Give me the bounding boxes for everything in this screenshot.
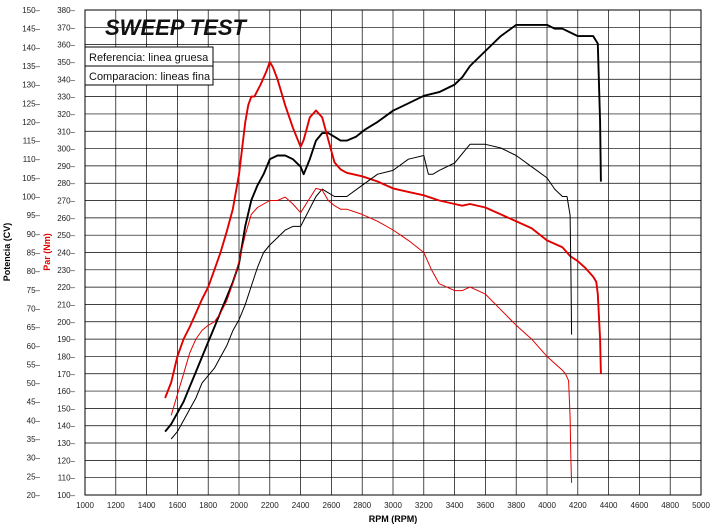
series-lines (164, 23, 602, 483)
x-tick-label: 2600 (323, 501, 341, 510)
y-tick-label-power: 65– (27, 323, 41, 332)
y-tick-label-torque: 300– (57, 145, 75, 154)
y-tick-label-power: 70– (27, 304, 41, 313)
y-tick-label-torque: 360– (57, 41, 75, 50)
y-tick-label-torque: 280– (57, 179, 75, 188)
y-tick-label-power: 45– (27, 398, 41, 407)
y-tick-label-torque: 340– (57, 75, 75, 84)
y-tick-label-power: 105– (22, 174, 40, 183)
y-tick-label-torque: 120– (57, 456, 75, 465)
x-tick-label: 1400 (138, 501, 156, 510)
y-tick-label-torque: 250– (57, 231, 75, 240)
x-tick-label: 4600 (631, 501, 649, 510)
y-tick-label-torque: 230– (57, 266, 75, 275)
y-tick-label-power: 75– (27, 286, 41, 295)
y-tick-label-power: 80– (27, 267, 41, 276)
y-tick-label-torque: 260– (57, 214, 75, 223)
y-tick-label-power: 125– (22, 99, 40, 108)
y-tick-label-torque: 290– (57, 162, 75, 171)
y-tick-label-torque: 130– (57, 439, 75, 448)
x-tick-label: 4800 (661, 501, 679, 510)
y-tick-label-torque: 190– (57, 335, 75, 344)
x-tick-label: 4200 (569, 501, 587, 510)
y-tick-label-torque: 370– (57, 23, 75, 32)
y-tick-label-power: 110– (23, 155, 41, 164)
legend-entry-reference: Referencia: linea gruesa (89, 52, 209, 64)
x-tick-label: 1800 (199, 501, 217, 510)
y-tick-label-torque: 100– (57, 491, 75, 500)
x-tick-label: 1600 (169, 501, 187, 510)
y-tick-label-power: 140– (22, 43, 40, 52)
x-tick-label: 2200 (261, 501, 279, 510)
y-tick-label-power: 30– (27, 454, 41, 463)
y-tick-label-power: 20– (27, 491, 41, 500)
y-tick-label-torque: 350– (57, 58, 75, 67)
chart-title: SWEEP TEST (105, 15, 248, 40)
legend-entry-comparison: Comparacion: lineas fina (89, 71, 211, 83)
x-tick-label: 5000 (692, 501, 710, 510)
y-tick-label-power: 145– (22, 25, 40, 34)
tick-labels: 1000 1200 1400 1600 1800 2000 2200 2400 2600 2800… (22, 6, 710, 510)
y-tick-label-torque: 310– (57, 127, 75, 136)
y-tick-label-torque: 220– (57, 283, 75, 292)
y-tick-label-torque: 150– (57, 404, 75, 413)
y-tick-label-torque: 240– (57, 249, 75, 258)
y-tick-label-power: 40– (27, 416, 41, 425)
y-tick-label-power: 100– (22, 193, 40, 202)
x-tick-label: 2800 (353, 501, 371, 510)
x-tick-label: 2400 (292, 501, 310, 510)
x-axis-title: RPM (RPM) (369, 514, 418, 524)
x-tick-label: 2000 (230, 501, 248, 510)
y-tick-label-torque: 200– (57, 318, 75, 327)
y-tick-label-torque: 270– (57, 197, 75, 206)
y-axis-title-torque: Par (Nm) (42, 233, 52, 271)
x-tick-label: 3000 (384, 501, 402, 510)
x-tick-label: 1200 (107, 501, 125, 510)
y-tick-label-torque: 380– (57, 6, 75, 15)
y-tick-label-power: 120– (22, 118, 40, 127)
x-tick-label: 3200 (415, 501, 433, 510)
y-tick-label-torque: 210– (57, 300, 75, 309)
x-tick-label: 3600 (477, 501, 495, 510)
y-tick-label-power: 90– (27, 230, 41, 239)
y-tick-label-power: 95– (27, 211, 41, 220)
power-thin-line (170, 143, 573, 440)
y-tick-label-power: 25– (27, 472, 41, 481)
y-tick-label-power: 150– (22, 6, 40, 15)
y-tick-label-torque: 320– (57, 110, 75, 119)
y-tick-label-power: 55– (27, 360, 41, 369)
y-tick-label-torque: 170– (57, 370, 75, 379)
x-tick-label: 3800 (507, 501, 525, 510)
y-tick-label-power: 35– (27, 435, 41, 444)
y-axis-title-power: Potencia (CV) (2, 223, 12, 282)
x-tick-label: 3400 (446, 501, 464, 510)
y-tick-label-torque: 140– (57, 422, 75, 431)
legend: Referencia: linea gruesa Comparacion: li… (84, 46, 214, 86)
y-tick-label-power: 135– (22, 62, 40, 71)
torque-thin-line (170, 187, 573, 483)
y-tick-label-torque: 180– (57, 352, 75, 361)
y-tick-label-power: 130– (22, 81, 40, 90)
y-tick-label-torque: 110– (58, 474, 76, 483)
y-tick-label-power: 85– (27, 249, 41, 258)
torque-thick-line (164, 61, 602, 399)
y-tick-label-power: 60– (27, 342, 41, 351)
x-tick-label: 4400 (600, 501, 618, 510)
x-tick-label: 1000 (76, 501, 94, 510)
x-tick-label: 4000 (538, 501, 556, 510)
y-tick-label-power: 50– (27, 379, 41, 388)
y-tick-label-torque: 160– (57, 387, 75, 396)
y-tick-label-torque: 330– (57, 93, 75, 102)
y-tick-label-power: 115– (23, 137, 41, 146)
